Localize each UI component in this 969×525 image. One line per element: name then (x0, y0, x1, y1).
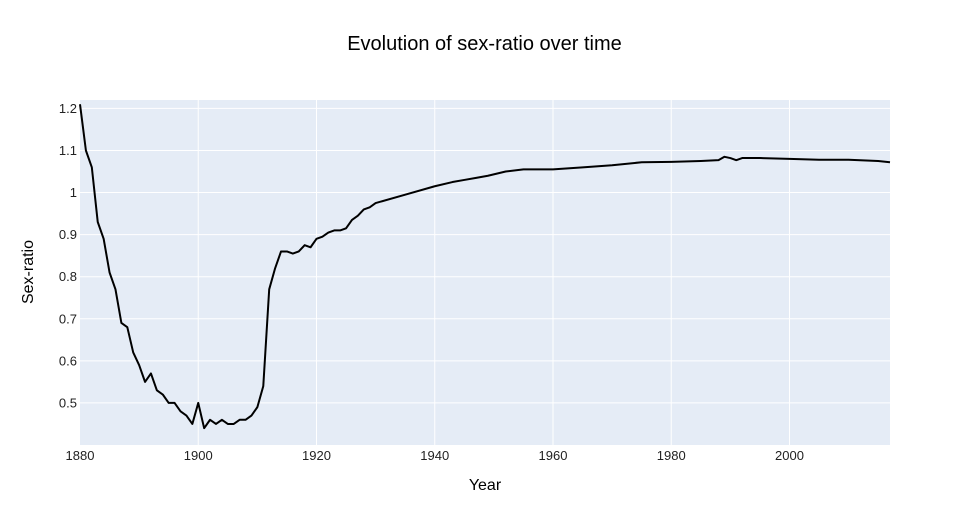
y-tick-label: 1 (70, 185, 77, 200)
plot-area (80, 100, 890, 445)
x-tick-label: 1980 (657, 448, 686, 463)
chart-title: Evolution of sex-ratio over time (347, 33, 622, 55)
x-tick-label: 1900 (184, 448, 213, 463)
sex-ratio-series-line (79, 104, 891, 430)
y-tick-label: 1.1 (59, 143, 77, 158)
x-tick-label: 1940 (420, 448, 449, 463)
y-tick-label: 1.2 (59, 101, 77, 116)
y-axis-title: Sex-ratio (20, 240, 37, 304)
x-tick-label: 1920 (302, 448, 331, 463)
gridlines (80, 100, 890, 445)
y-tick-label: 0.9 (59, 227, 77, 242)
x-axis-title: Year (469, 477, 502, 494)
y-tick-label: 0.6 (59, 353, 77, 368)
x-tick-label: 2000 (775, 448, 804, 463)
y-tick-label: 0.8 (59, 269, 77, 284)
x-tick-label: 1960 (539, 448, 568, 463)
y-tick-label: 0.7 (59, 311, 77, 326)
axis-ticks: 1880 1900 1920 1940 1960 1980 2000 0.5 0.6 0.7 0.8… (59, 101, 804, 463)
x-tick-label: 1880 (66, 448, 95, 463)
y-tick-label: 0.5 (59, 395, 77, 410)
